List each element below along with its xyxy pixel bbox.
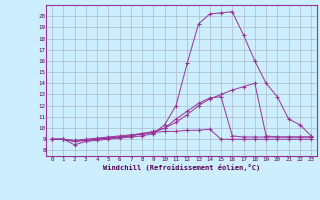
- X-axis label: Windchill (Refroidissement éolien,°C): Windchill (Refroidissement éolien,°C): [103, 164, 260, 171]
